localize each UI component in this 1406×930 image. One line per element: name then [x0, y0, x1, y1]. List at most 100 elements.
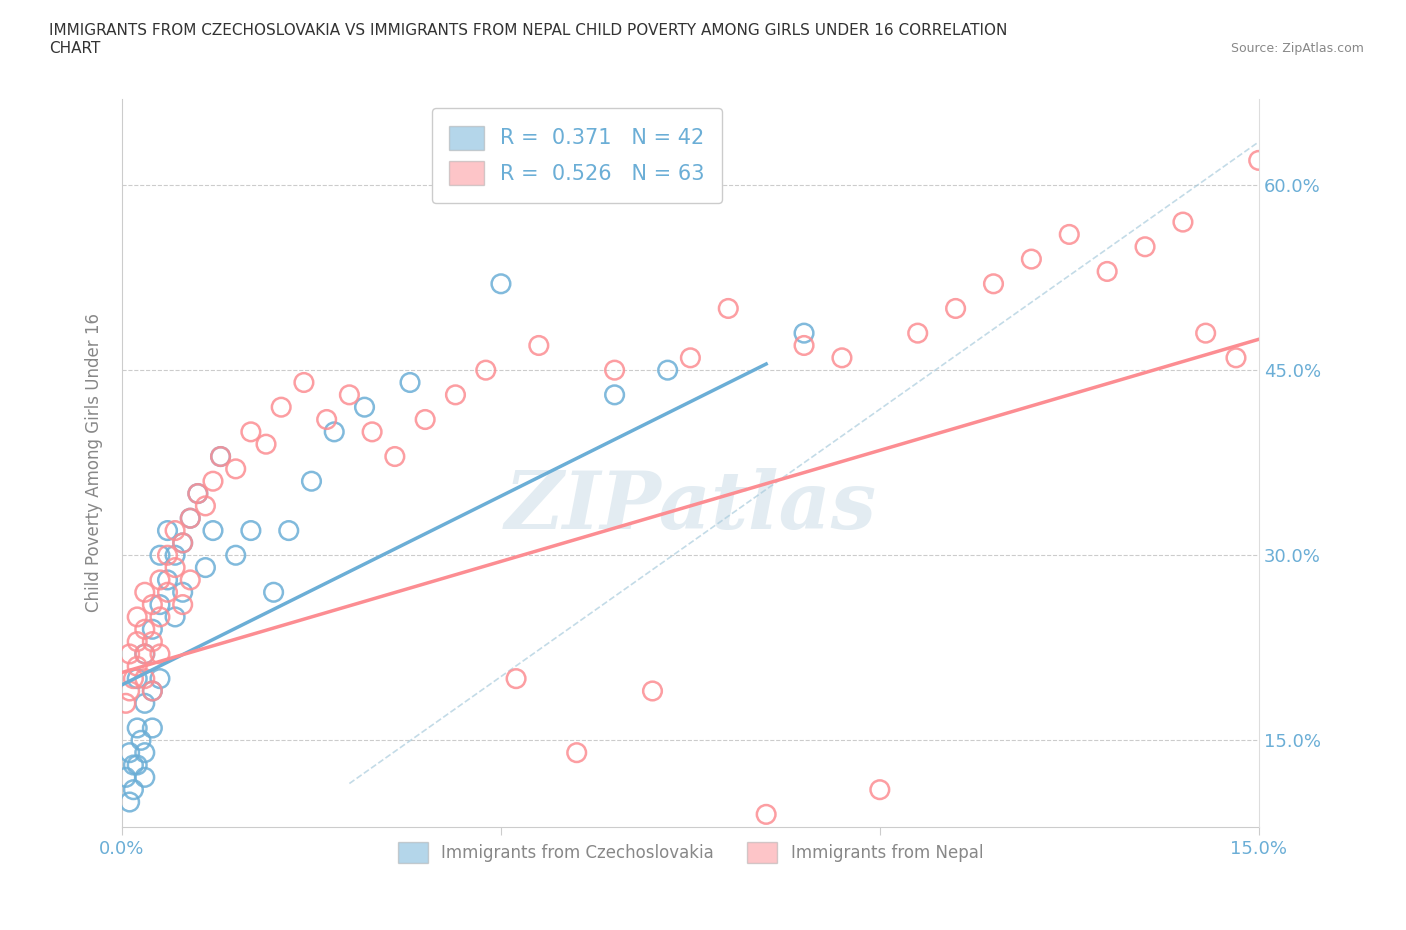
Point [239, 424, 262, 439]
Point [165, 609, 187, 624]
Point [831, 351, 853, 365]
Point [945, 301, 967, 316]
Point [118, 794, 141, 809]
Point [134, 671, 156, 686]
Point [225, 548, 247, 563]
Point [156, 524, 179, 538]
Point [444, 388, 467, 403]
Point [149, 671, 172, 686]
Point [209, 449, 232, 464]
Point [149, 573, 172, 588]
Point [127, 658, 149, 673]
Point [127, 721, 149, 736]
Point [263, 585, 285, 600]
Point [301, 473, 323, 488]
Point [172, 597, 194, 612]
Point [505, 671, 527, 686]
Point [384, 449, 406, 464]
Point [1195, 326, 1218, 340]
Point [1021, 252, 1043, 267]
Point [657, 363, 679, 378]
Point [194, 560, 217, 575]
Point [793, 326, 815, 340]
Text: ZIPatlas: ZIPatlas [505, 468, 876, 545]
Point [149, 548, 172, 563]
Point [869, 782, 891, 797]
Point [254, 437, 277, 452]
Point [179, 511, 201, 525]
Point [134, 770, 156, 785]
Point [134, 622, 156, 637]
Point [134, 585, 156, 600]
Point [337, 388, 360, 403]
Point [134, 646, 156, 661]
Point [489, 276, 512, 291]
Point [122, 671, 145, 686]
Point [156, 573, 179, 588]
Point [603, 388, 626, 403]
Point [187, 486, 209, 501]
Point [149, 597, 172, 612]
Point [141, 622, 163, 637]
Point [165, 548, 187, 563]
Point [323, 424, 346, 439]
Point [239, 524, 262, 538]
Point [209, 449, 232, 464]
Point [475, 363, 498, 378]
Point [118, 745, 141, 760]
Point [141, 597, 163, 612]
Point [1225, 351, 1247, 365]
Point [983, 276, 1005, 291]
Point [361, 424, 384, 439]
Point [129, 733, 152, 748]
Text: IMMIGRANTS FROM CZECHOSLOVAKIA VS IMMIGRANTS FROM NEPAL CHILD POVERTY AMONG GIRL: IMMIGRANTS FROM CZECHOSLOVAKIA VS IMMIGR… [49, 23, 1008, 56]
Point [194, 498, 217, 513]
Point [277, 524, 299, 538]
Point [127, 634, 149, 649]
Point [413, 412, 436, 427]
Point [187, 486, 209, 501]
Point [353, 400, 375, 415]
Point [156, 585, 179, 600]
Point [134, 696, 156, 711]
Point [172, 536, 194, 551]
Point [127, 671, 149, 686]
Point [399, 375, 422, 390]
Point [565, 745, 588, 760]
Point [149, 646, 172, 661]
Point [141, 684, 163, 698]
Point [127, 609, 149, 624]
Point [179, 573, 201, 588]
Point [793, 338, 815, 352]
Point [127, 758, 149, 773]
Point [141, 684, 163, 698]
Point [118, 646, 141, 661]
Point [315, 412, 337, 427]
Point [527, 338, 550, 352]
Point [115, 696, 138, 711]
Point [225, 461, 247, 476]
Point [1133, 239, 1156, 254]
Point [201, 524, 224, 538]
Point [603, 363, 626, 378]
Point [134, 745, 156, 760]
Point [292, 375, 315, 390]
Y-axis label: Child Poverty Among Girls Under 16: Child Poverty Among Girls Under 16 [86, 313, 103, 612]
Point [134, 646, 156, 661]
Legend: Immigrants from Czechoslovakia, Immigrants from Nepal: Immigrants from Czechoslovakia, Immigran… [391, 836, 990, 870]
Point [172, 585, 194, 600]
Point [1247, 153, 1270, 167]
Point [118, 684, 141, 698]
Point [179, 511, 201, 525]
Point [679, 351, 702, 365]
Point [141, 721, 163, 736]
Point [717, 301, 740, 316]
Point [1095, 264, 1118, 279]
Point [165, 560, 187, 575]
Point [1171, 215, 1194, 230]
Point [641, 684, 664, 698]
Point [156, 548, 179, 563]
Point [141, 634, 163, 649]
Point [755, 807, 778, 822]
Point [907, 326, 929, 340]
